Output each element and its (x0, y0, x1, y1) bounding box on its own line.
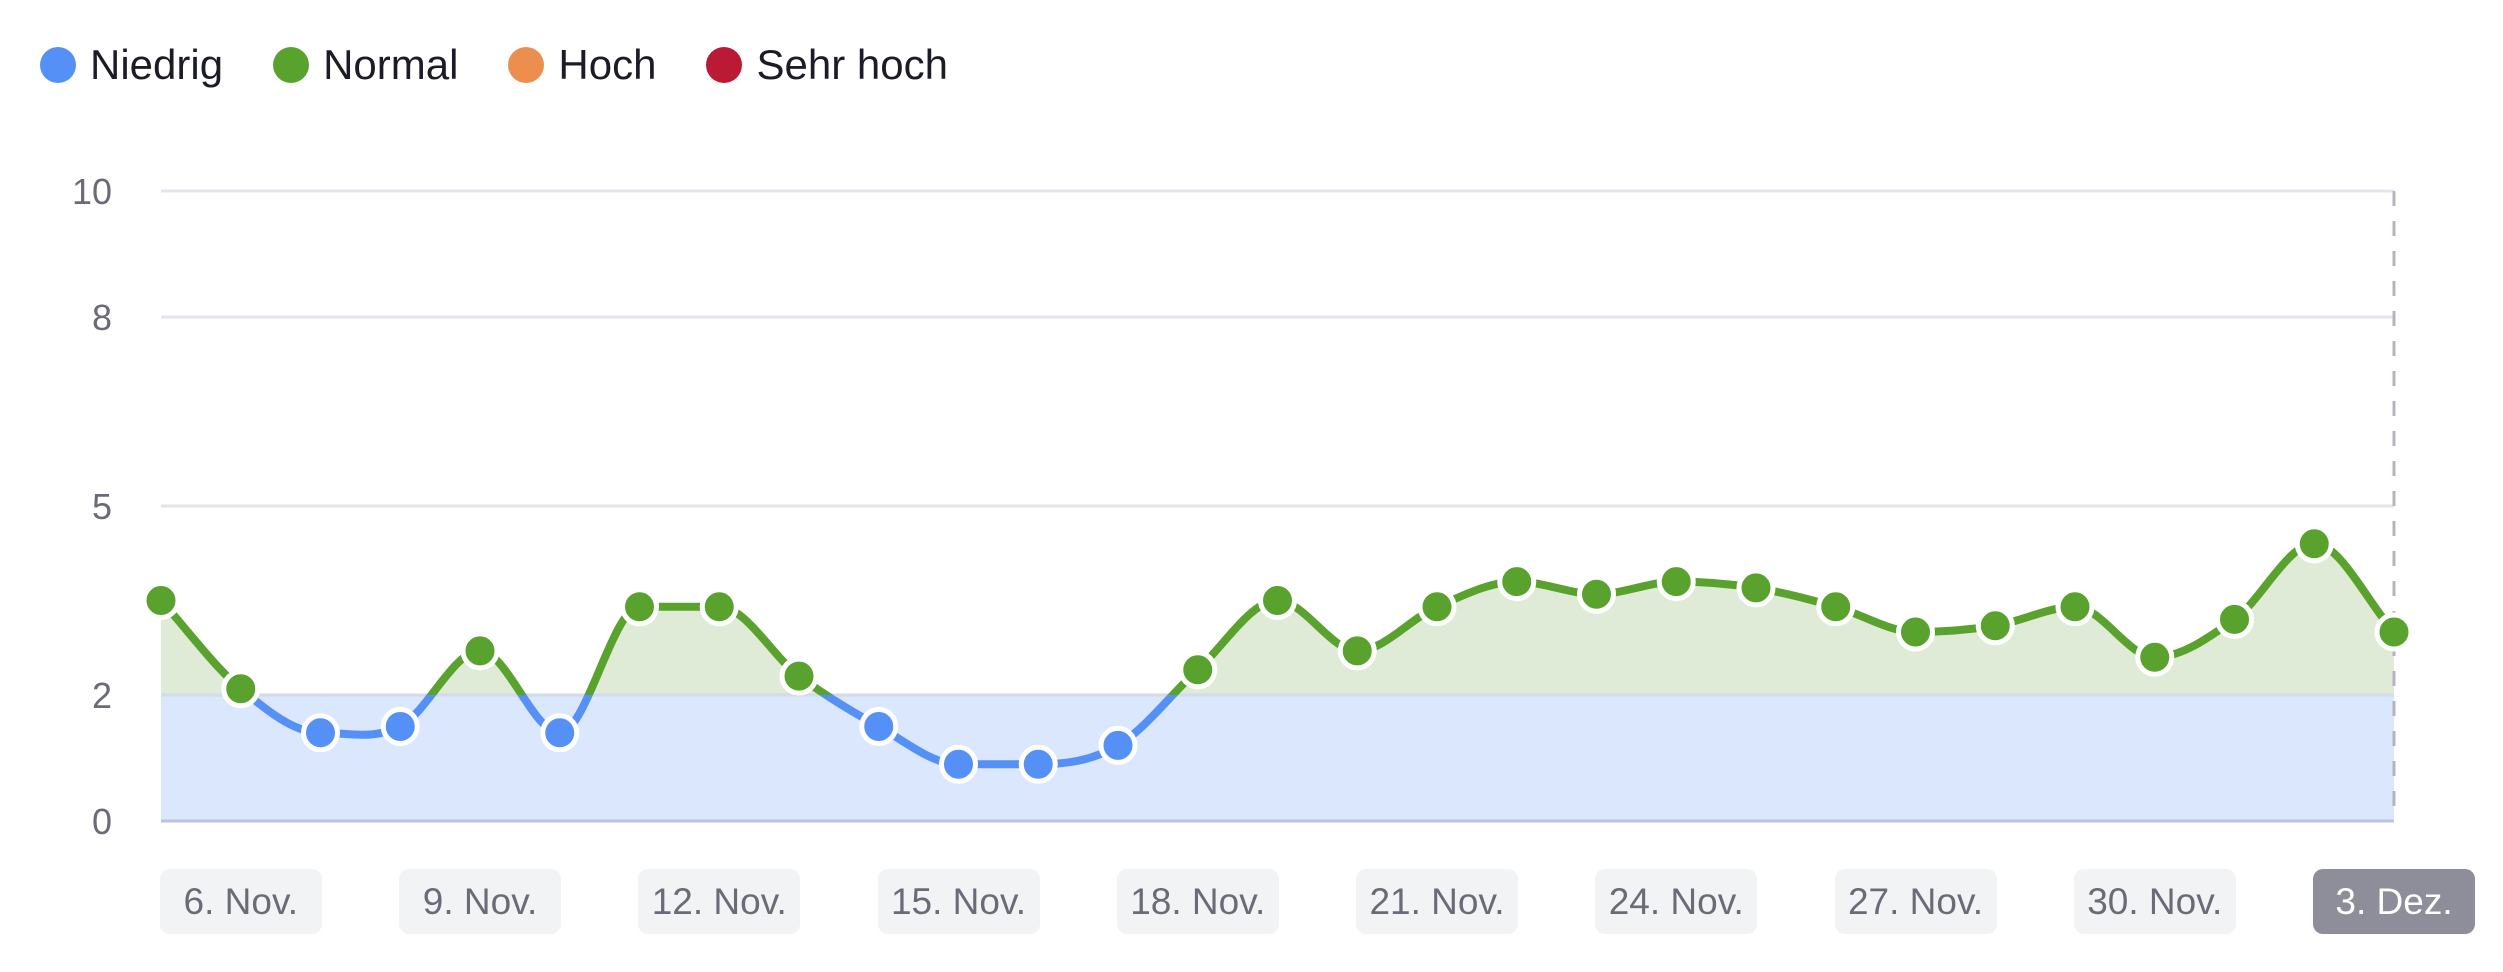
data-point[interactable] (2055, 587, 2095, 627)
legend-item-hoch[interactable]: Hoch (508, 40, 656, 90)
series-line-low (242, 695, 1179, 769)
y-tick-label: 8 (92, 297, 112, 338)
x-tick-label: 21. Nov. (1356, 869, 1518, 934)
legend-dot-icon (273, 47, 310, 83)
data-point[interactable] (2374, 612, 2414, 652)
data-point[interactable] (2294, 524, 2334, 564)
data-point[interactable] (1098, 725, 1138, 765)
x-tick-label: 24. Nov. (1595, 869, 1758, 934)
data-point[interactable] (1497, 562, 1537, 602)
y-tick-label: 10 (72, 171, 112, 212)
data-point[interactable] (1018, 744, 1058, 784)
legend-item-niedrig[interactable]: Niedrig (40, 40, 223, 90)
data-point[interactable] (1417, 587, 1457, 627)
data-point[interactable] (2215, 599, 2254, 639)
legend-label: Sehr hoch (756, 41, 948, 88)
data-point[interactable] (1656, 562, 1696, 602)
data-point[interactable] (939, 744, 978, 784)
data-point[interactable] (1337, 631, 1377, 671)
x-tick-label: 18. Nov. (1116, 869, 1279, 934)
x-tick-label: 27. Nov. (1834, 869, 1997, 934)
y-tick-label: 2 (92, 675, 112, 716)
data-point[interactable] (620, 587, 659, 627)
data-point[interactable] (221, 669, 261, 709)
data-point[interactable] (1975, 606, 2015, 646)
legend-item-normal[interactable]: Normal (273, 40, 458, 90)
data-point[interactable] (460, 631, 500, 671)
low-band-fill (161, 695, 2394, 821)
data-point[interactable] (2135, 637, 2175, 677)
legend-label: Hoch (558, 41, 657, 88)
data-point[interactable] (1258, 581, 1297, 620)
y-axis: 0 2 5 8 10 (72, 171, 112, 842)
y-tick-label: 0 (92, 801, 112, 842)
x-tick-label: 6. Nov. (159, 869, 322, 934)
data-point[interactable] (540, 713, 580, 753)
x-tick-label: 30. Nov. (2073, 869, 2236, 934)
data-point[interactable] (779, 656, 819, 696)
legend-item-sehr-hoch[interactable]: Sehr hoch (706, 40, 948, 90)
data-point[interactable] (699, 587, 739, 627)
legend-label: Niedrig (90, 41, 224, 88)
data-point[interactable] (380, 707, 420, 746)
data-points (141, 524, 2414, 784)
data-point[interactable] (141, 581, 181, 620)
x-tick-label-active: 3. Dez. (2313, 869, 2475, 934)
legend-dot-icon (706, 47, 743, 83)
data-point[interactable] (1816, 587, 1856, 627)
data-point[interactable] (859, 707, 899, 746)
x-tick-label: 15. Nov. (877, 869, 1040, 934)
legend-label: Normal (323, 41, 459, 88)
chart-legend: Niedrig Normal Hoch Sehr hoch (40, 40, 998, 90)
data-point[interactable] (1896, 612, 1935, 652)
legend-dot-icon (508, 47, 545, 83)
data-point[interactable] (1577, 574, 1616, 614)
y-tick-label: 5 (92, 486, 112, 527)
data-point[interactable] (1178, 650, 1218, 690)
legend-dot-icon (40, 47, 76, 83)
x-tick-label: 9. Nov. (399, 869, 561, 934)
x-tick-label: 12. Nov. (638, 869, 801, 934)
data-point[interactable] (1736, 568, 1776, 608)
data-point[interactable] (301, 713, 340, 753)
